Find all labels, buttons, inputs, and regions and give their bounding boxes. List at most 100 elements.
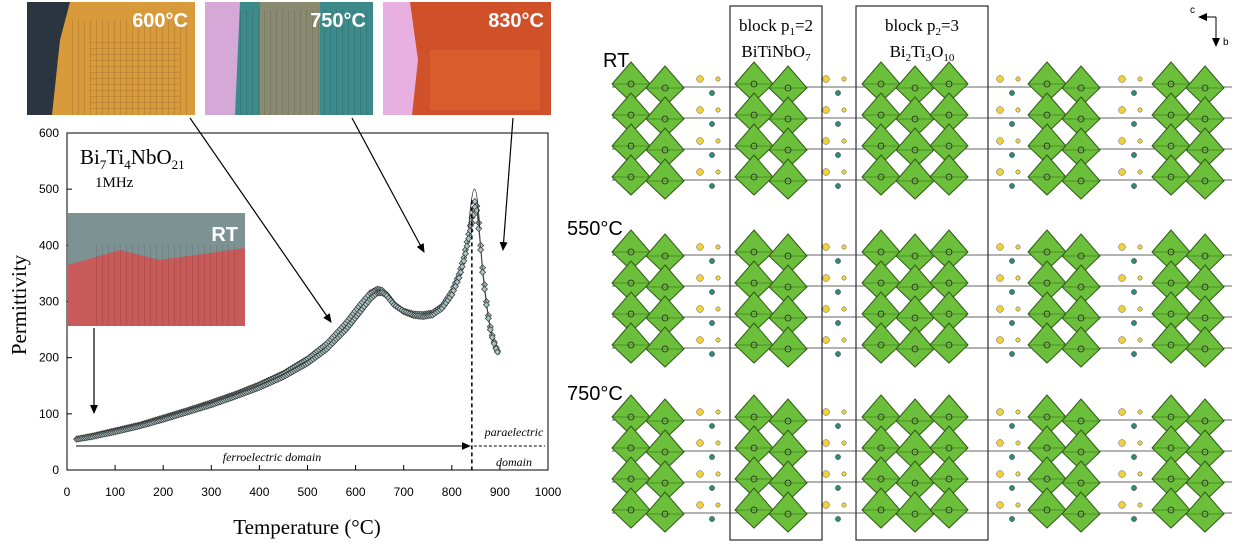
- oxygen-site: [945, 142, 953, 150]
- micrograph-750-lamellae: [240, 10, 370, 115]
- x-axis-label: Temperature (°C): [233, 515, 380, 539]
- y-tick-label: 100: [39, 407, 59, 421]
- micrograph-750: 750°C: [205, 2, 373, 115]
- axis-c-label: c: [1190, 5, 1195, 16]
- micrograph-830: 830°C: [383, 2, 551, 115]
- structure-row: [611, 394, 1232, 533]
- octahedron: [1027, 322, 1067, 364]
- block-p1-text: block p: [739, 16, 790, 35]
- o-atom: [835, 516, 841, 522]
- oxygen-site: [627, 142, 635, 150]
- bi-atom: [996, 106, 1004, 114]
- oxygen-site: [750, 310, 758, 318]
- oxygen-site: [1043, 80, 1051, 88]
- oxygen-site: [1167, 444, 1175, 452]
- oxygen-site: [1201, 510, 1209, 518]
- title-sub-4: 4: [124, 157, 131, 172]
- bi-atom: [696, 106, 704, 114]
- oxygen-site: [784, 146, 792, 154]
- oxygen-site: [1077, 314, 1085, 322]
- p2-f-sub10: 10: [943, 52, 955, 64]
- micrograph-600: 600°C: [27, 2, 195, 115]
- octahedron: [1027, 154, 1067, 196]
- bi-atom: [1137, 107, 1143, 113]
- oxygen-site: [877, 310, 885, 318]
- oxygen-site: [750, 248, 758, 256]
- o-atom: [1009, 258, 1015, 264]
- octahedron: [861, 154, 901, 196]
- oxygen-site: [911, 84, 919, 92]
- oxygen-site: [661, 252, 669, 260]
- oxygen-site: [750, 413, 758, 421]
- x-tick-label: 100: [105, 485, 125, 499]
- data-point: [458, 263, 466, 271]
- o-atom: [1131, 121, 1137, 127]
- oxygen-site: [661, 177, 669, 185]
- block-p1-formula-text: BiTiNbO: [741, 42, 805, 61]
- data-point: [486, 326, 494, 334]
- octahedron: [734, 154, 774, 196]
- data-point: [461, 250, 469, 258]
- para-domain-label-2: domain: [496, 455, 532, 469]
- o-atom: [1131, 485, 1137, 491]
- o-atom: [709, 320, 715, 326]
- oxygen-site: [877, 173, 885, 181]
- bi-atom: [1137, 337, 1143, 343]
- bi-atom: [841, 275, 847, 281]
- octahedron: [1151, 322, 1191, 364]
- oxygen-site: [877, 475, 885, 483]
- oxygen-site: [911, 283, 919, 291]
- bi-atom: [1118, 439, 1126, 447]
- oxygen-site: [661, 283, 669, 291]
- bi-atom: [841, 440, 847, 446]
- oxygen-site: [1043, 341, 1051, 349]
- oxygen-site: [1167, 310, 1175, 318]
- chart-annotations: ferroelectric domain paraelectric domain: [76, 200, 545, 470]
- oxygen-site: [1167, 173, 1175, 181]
- y-axis-label: Permittivity: [7, 254, 31, 355]
- bi-atom: [841, 409, 847, 415]
- o-atom: [1131, 454, 1137, 460]
- bi-atom: [696, 274, 704, 282]
- data-point: [465, 235, 473, 243]
- data-point: [481, 285, 489, 293]
- oxygen-site: [1043, 173, 1051, 181]
- bi-atom: [1118, 137, 1126, 145]
- micrograph-rt: RT: [68, 213, 245, 326]
- oxygen-site: [1167, 341, 1175, 349]
- o-atom: [709, 152, 715, 158]
- bi-atom: [1118, 243, 1126, 251]
- oxygen-site: [1043, 475, 1051, 483]
- oxygen-site: [1077, 177, 1085, 185]
- bi-atom: [996, 501, 1004, 509]
- bi-atom: [996, 243, 1004, 251]
- oxygen-site: [661, 479, 669, 487]
- oxygen-site: [1077, 252, 1085, 260]
- oxygen-site: [661, 146, 669, 154]
- bi-atom: [715, 471, 721, 477]
- y-axis-ticks: 0 100 200 300 400 500 600: [39, 126, 72, 477]
- oxygen-site: [1201, 115, 1209, 123]
- block-p1-formula: BiTiNbO7: [741, 42, 811, 64]
- block-p2-sub: 2: [935, 26, 941, 38]
- oxygen-site: [911, 314, 919, 322]
- x-tick-label: 0: [64, 485, 71, 499]
- permittivity-chart: 0 100 200 300 400 500 600 0 100 200 300 400 500 600 7…: [7, 126, 562, 539]
- bi-atom: [822, 137, 830, 145]
- block-p2-box: [855, 5, 989, 541]
- oxygen-site: [877, 80, 885, 88]
- oxygen-site: [911, 177, 919, 185]
- data-point: [490, 340, 498, 348]
- oxygen-site: [1043, 506, 1051, 514]
- block-p1-eq: =2: [795, 16, 813, 35]
- ferro-domain-label: ferroelectric domain: [223, 450, 322, 464]
- oxygen-site: [784, 283, 792, 291]
- bi-atom: [1015, 169, 1021, 175]
- oxygen-site: [1201, 177, 1209, 185]
- structure-rows: [611, 61, 1232, 533]
- oxygen-site: [750, 341, 758, 349]
- block-p1-title: block p1=2: [739, 16, 813, 38]
- bi-atom: [1137, 76, 1143, 82]
- octahedron: [1061, 158, 1101, 200]
- bi-atom: [715, 76, 721, 82]
